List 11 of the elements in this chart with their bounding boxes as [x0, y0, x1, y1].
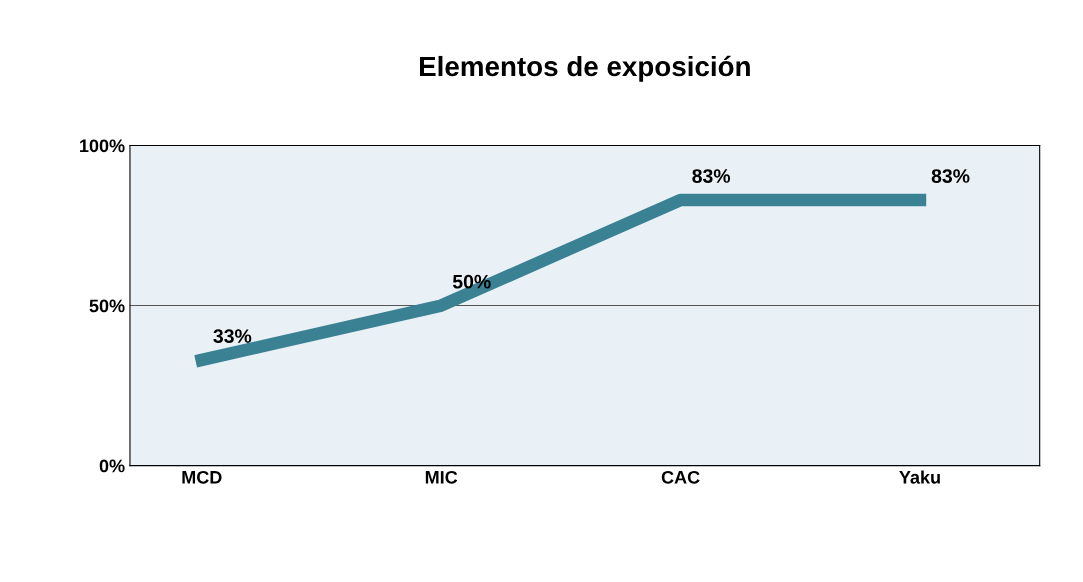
data-label: 83% [692, 169, 731, 183]
chart-title: Elementos de exposición [419, 55, 750, 82]
x-tick-label: MCD [182, 470, 222, 484]
data-label: 83% [931, 169, 970, 183]
y-tick-label: 50% [89, 299, 125, 313]
y-tick-label: 100% [80, 139, 125, 153]
x-tick-label: Yaku [899, 470, 940, 484]
x-tick-label: MIC [425, 470, 458, 484]
data-label: 33% [213, 329, 252, 343]
x-tick-label: CAC [661, 470, 700, 484]
y-tick-label: 0% [99, 459, 125, 473]
